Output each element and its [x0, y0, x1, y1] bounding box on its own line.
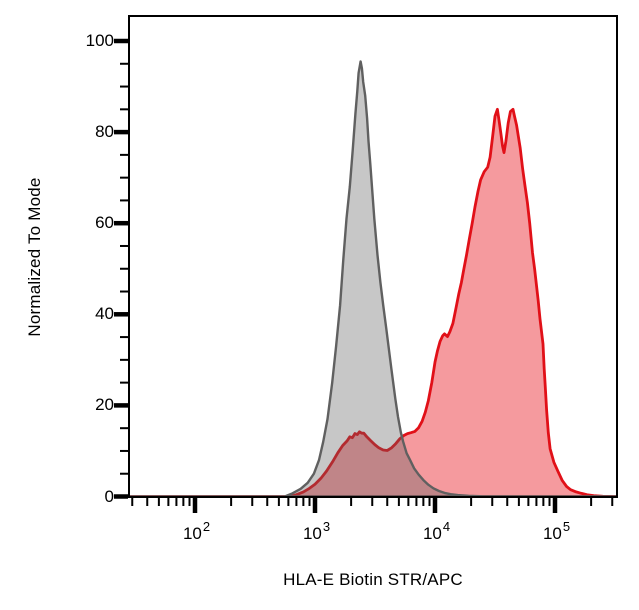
histogram-series-group [129, 60, 617, 498]
y-tick-label-20: 20 [95, 395, 114, 415]
y-axis-title: Normalized To Mode [25, 177, 44, 337]
y-tick-label-80: 80 [95, 122, 114, 142]
y-tick-label-100: 100 [85, 31, 114, 50]
y-tick-label-60: 60 [95, 213, 114, 233]
x-tick-label-10e5: 105 [542, 519, 571, 543]
y-tick-label-0: 0 [104, 486, 114, 506]
axis-ticks [114, 38, 614, 513]
y-tick-label-40: 40 [95, 304, 114, 324]
gray-histogram-curve [129, 60, 617, 498]
red-histogram-curve [129, 107, 617, 498]
x-tick-label-10e3: 103 [302, 519, 331, 543]
x-tick-label-10e2: 102 [182, 519, 211, 543]
x-tick-label-10e4: 104 [422, 519, 451, 543]
x-axis-title: HLA-E Biotin STR/APC [283, 570, 463, 589]
plot-frame [128, 15, 618, 498]
